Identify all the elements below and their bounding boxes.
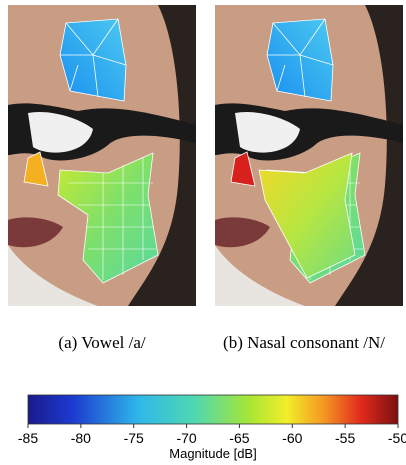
panel-a: (a) Vowel /a/ xyxy=(8,5,196,352)
tick-label: -50 xyxy=(388,430,406,446)
colorbar-label: Magnitude [dB] xyxy=(169,446,256,461)
colorbar-gradient xyxy=(28,395,398,424)
figure: (a) Vowel /a/ (b) Nasal consonant /N/ Ma… xyxy=(0,0,406,465)
tick-label: -75 xyxy=(124,430,144,446)
caption: (b) Nasal consonant /N/ xyxy=(223,333,385,352)
tick-label: -70 xyxy=(176,430,196,446)
panel-b: (b) Nasal consonant /N/ xyxy=(215,5,403,352)
tick-label: -65 xyxy=(229,430,249,446)
tick-label: -80 xyxy=(71,430,91,446)
caption: (a) Vowel /a/ xyxy=(58,333,145,352)
tick-label: -55 xyxy=(335,430,355,446)
colorbar: Magnitude [dB] -85 -80 -75 -70 -65 -60 -55 -50 xyxy=(18,395,406,461)
tick-label: -60 xyxy=(282,430,302,446)
tick-label: -85 xyxy=(18,430,38,446)
